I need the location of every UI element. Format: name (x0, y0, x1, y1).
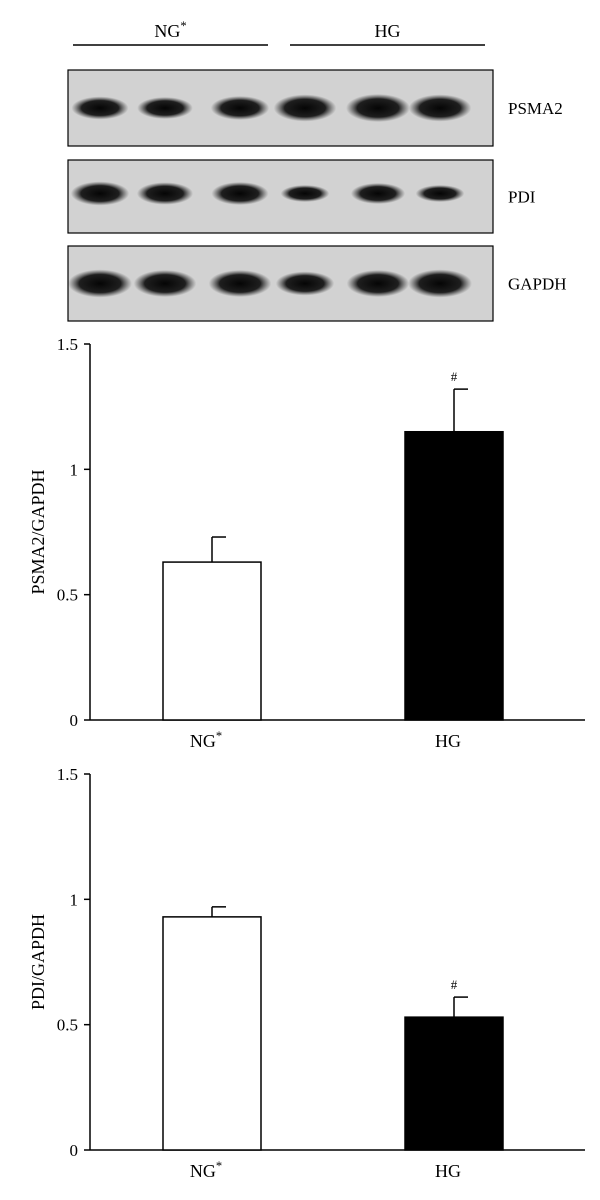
pdi-ytick-label-1: 0.5 (57, 1016, 78, 1035)
psma2-gapdh-bar-chart: 0 0.5 1 1.5 PSMA2/GAPDH NG* HG # (28, 335, 585, 750)
blot-band-pdi-5 (350, 183, 406, 204)
blot-band-gapdh-4 (275, 271, 335, 296)
blot-band-gapdh-6 (408, 269, 472, 298)
psma2-ytick-label-2: 1 (70, 460, 79, 479)
blot-group-label-ng: NG* (154, 19, 186, 41)
pdi-bar-ng (162, 916, 262, 1151)
psma2-y-axis-label: PSMA2/GAPDH (28, 469, 48, 594)
blot-band-pdi-2 (136, 182, 194, 205)
blot-group-label-hg: HG (375, 21, 401, 41)
blot-band-psma2-6 (408, 94, 472, 122)
blot-band-gapdh-1 (68, 269, 132, 298)
blot-row-label-pdi: PDI (508, 188, 536, 207)
pdi-y-axis-label: PDI/GAPDH (28, 914, 48, 1010)
pdi-gapdh-bar-chart: 0 0.5 1 1.5 PDI/GAPDH NG* HG # (28, 765, 585, 1180)
psma2-ytick-label-0: 0 (70, 711, 79, 730)
blot-band-pdi-3 (211, 182, 269, 205)
pdi-ytick-label-3: 1.5 (57, 765, 78, 784)
blot-band-gapdh-5 (346, 270, 410, 297)
psma2-annotation-hg: # (451, 369, 458, 384)
blot-band-psma2-5 (346, 94, 410, 122)
blot-band-psma2-3 (210, 96, 270, 120)
psma2-xtick-label-ng: NG* (190, 729, 222, 750)
pdi-xtick-label-ng: NG* (190, 1159, 222, 1180)
blot-band-psma2-4 (273, 94, 337, 122)
blot-band-gapdh-2 (133, 270, 197, 297)
pdi-ytick-label-0: 0 (70, 1141, 79, 1160)
blot-band-pdi-6 (415, 185, 465, 202)
pdi-bar-hg (404, 1016, 504, 1151)
western-blot: NG* HG PSMA2 PDI GAPDH (67, 19, 567, 322)
blot-row-label-gapdh: GAPDH (508, 275, 567, 294)
psma2-bar-ng (162, 561, 262, 721)
blot-band-pdi-4 (280, 185, 330, 202)
psma2-bar-hg (404, 430, 504, 721)
pdi-xtick-label-hg: HG (435, 1161, 461, 1180)
blot-band-psma2-2 (137, 97, 193, 119)
blot-row-label-psma2: PSMA2 (508, 99, 563, 118)
blot-band-gapdh-3 (208, 270, 272, 297)
blot-band-pdi-1 (70, 181, 130, 206)
pdi-annotation-hg: # (451, 977, 458, 992)
psma2-ytick-label-1: 0.5 (57, 586, 78, 605)
psma2-ytick-label-3: 1.5 (57, 335, 78, 354)
pdi-ytick-label-2: 1 (70, 890, 79, 909)
blot-band-psma2-1 (71, 96, 129, 120)
psma2-xtick-label-hg: HG (435, 731, 461, 750)
